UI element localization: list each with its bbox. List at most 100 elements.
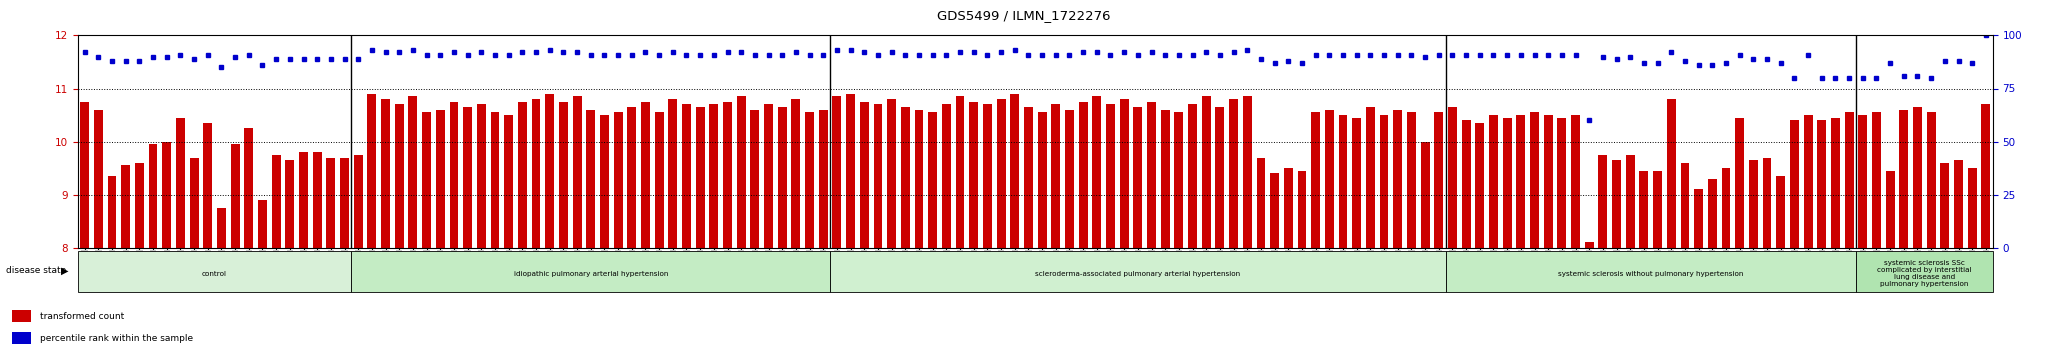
Text: percentile rank within the sample: percentile rank within the sample: [39, 333, 193, 343]
Bar: [1024, 107, 1032, 248]
Bar: [1188, 104, 1196, 248]
Bar: [1886, 171, 1894, 248]
Bar: [78, 251, 352, 292]
Bar: [217, 208, 225, 248]
Bar: [1270, 173, 1280, 248]
Bar: [819, 110, 827, 248]
Bar: [805, 113, 813, 248]
Bar: [1927, 113, 1935, 248]
Bar: [887, 99, 897, 248]
Bar: [1174, 113, 1184, 248]
Bar: [1817, 120, 1827, 248]
Bar: [504, 115, 514, 248]
Bar: [1311, 113, 1321, 248]
Bar: [709, 104, 719, 248]
Text: GDS5499 / ILMN_1722276: GDS5499 / ILMN_1722276: [938, 9, 1110, 22]
Bar: [1735, 118, 1745, 248]
Text: disease state: disease state: [6, 266, 66, 275]
Bar: [408, 97, 418, 248]
Bar: [846, 94, 856, 248]
Bar: [737, 97, 745, 248]
Bar: [1763, 158, 1772, 248]
Bar: [1898, 110, 1909, 248]
Bar: [532, 99, 541, 248]
Bar: [1421, 142, 1430, 248]
Bar: [901, 107, 909, 248]
Bar: [1626, 155, 1634, 248]
Bar: [1120, 99, 1128, 248]
Bar: [477, 104, 485, 248]
Bar: [1571, 115, 1579, 248]
Bar: [1284, 168, 1292, 248]
Bar: [997, 99, 1006, 248]
Bar: [1585, 242, 1593, 248]
Bar: [1831, 118, 1839, 248]
Bar: [1556, 118, 1567, 248]
Bar: [518, 102, 526, 248]
Bar: [12, 310, 31, 322]
Bar: [1475, 123, 1485, 248]
Bar: [1038, 113, 1047, 248]
Bar: [1722, 168, 1731, 248]
Bar: [1243, 97, 1251, 248]
Bar: [1448, 107, 1456, 248]
Bar: [860, 102, 868, 248]
Bar: [559, 102, 567, 248]
Bar: [1325, 110, 1333, 248]
Bar: [1106, 104, 1114, 248]
Bar: [1530, 113, 1538, 248]
Bar: [791, 99, 801, 248]
Text: scleroderma-associated pulmonary arterial hypertension: scleroderma-associated pulmonary arteria…: [1036, 271, 1241, 277]
Bar: [80, 102, 90, 248]
Bar: [682, 104, 690, 248]
Bar: [12, 332, 31, 344]
Bar: [696, 107, 705, 248]
Bar: [614, 113, 623, 248]
Text: systemic sclerosis without pulmonary hypertension: systemic sclerosis without pulmonary hyp…: [1559, 271, 1743, 277]
Bar: [422, 113, 430, 248]
Bar: [969, 102, 979, 248]
Bar: [162, 142, 172, 248]
Bar: [150, 144, 158, 248]
Bar: [874, 104, 883, 248]
Bar: [750, 110, 760, 248]
Bar: [1393, 110, 1403, 248]
Bar: [135, 163, 143, 248]
Bar: [1065, 110, 1073, 248]
Bar: [367, 94, 377, 248]
Bar: [1968, 168, 1976, 248]
Bar: [1366, 107, 1374, 248]
Bar: [1612, 160, 1622, 248]
Bar: [1161, 110, 1169, 248]
Bar: [1339, 115, 1348, 248]
Bar: [928, 113, 938, 248]
Bar: [1462, 120, 1470, 248]
Bar: [1133, 107, 1143, 248]
Bar: [492, 113, 500, 248]
Bar: [272, 155, 281, 248]
Bar: [326, 158, 336, 248]
Bar: [313, 152, 322, 248]
Bar: [1544, 115, 1552, 248]
Bar: [1858, 115, 1868, 248]
Bar: [1804, 115, 1812, 248]
Bar: [586, 110, 596, 248]
Bar: [1640, 171, 1649, 248]
Bar: [1776, 176, 1786, 248]
Bar: [1694, 189, 1704, 248]
Bar: [764, 104, 772, 248]
Bar: [1079, 102, 1087, 248]
Bar: [231, 144, 240, 248]
Bar: [1434, 113, 1444, 248]
Bar: [545, 94, 555, 248]
Bar: [956, 97, 965, 248]
Bar: [1954, 160, 1962, 248]
Bar: [352, 251, 829, 292]
Bar: [668, 99, 678, 248]
Bar: [1653, 171, 1663, 248]
Bar: [1872, 113, 1880, 248]
Bar: [627, 107, 637, 248]
Bar: [1489, 115, 1497, 248]
Bar: [354, 155, 362, 248]
Bar: [1092, 97, 1102, 248]
